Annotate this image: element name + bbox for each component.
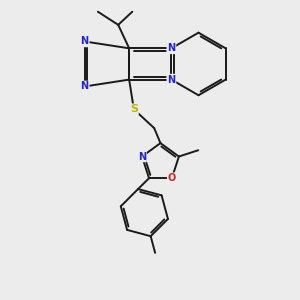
Text: N: N xyxy=(167,43,175,53)
Text: S: S xyxy=(130,104,138,114)
Text: N: N xyxy=(81,37,89,46)
Text: N: N xyxy=(138,152,146,161)
Text: N: N xyxy=(81,82,89,92)
Text: N: N xyxy=(167,75,175,85)
Text: O: O xyxy=(168,173,176,183)
